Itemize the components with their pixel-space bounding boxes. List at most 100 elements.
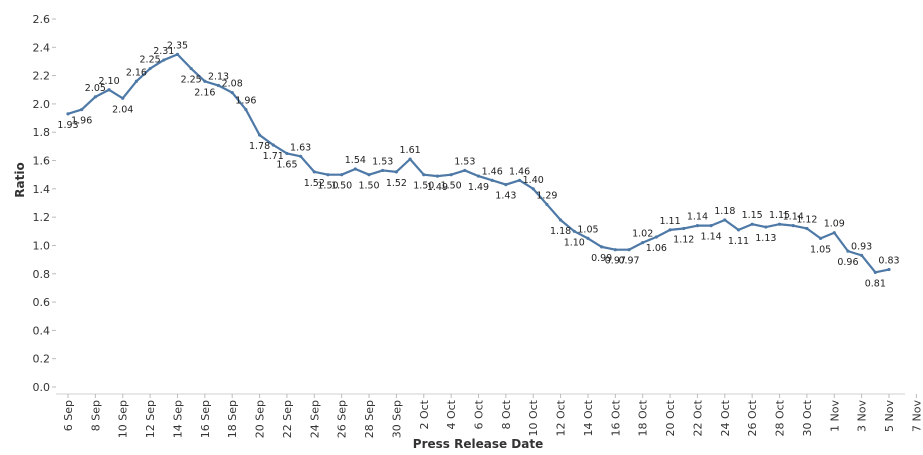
data-point <box>627 248 631 252</box>
x-tick-label: 26 Oct <box>746 399 759 436</box>
x-tick-label: 10 Oct <box>527 399 540 436</box>
data-label: 2.35 <box>167 40 188 51</box>
x-tick-label: 14 Oct <box>582 399 595 436</box>
x-tick-label: 7 Nov <box>910 400 923 432</box>
x-tick-label: 24 Oct <box>719 399 732 436</box>
data-point <box>654 235 658 239</box>
y-tick-label: 0.8 <box>33 268 51 281</box>
data-point <box>709 224 713 228</box>
data-point <box>121 96 125 100</box>
data-point <box>613 248 617 252</box>
data-point <box>490 178 494 182</box>
x-tick-label: 8 Oct <box>500 399 513 429</box>
y-tick-label: 2.2 <box>33 70 51 83</box>
data-point <box>736 228 741 232</box>
data-label: 1.18 <box>714 206 735 217</box>
data-label: 2.08 <box>222 79 243 90</box>
x-axis-title: Press Release Date <box>413 437 543 451</box>
data-point <box>586 236 590 240</box>
data-label: 1.15 <box>769 210 790 221</box>
data-label: 2.13 <box>208 72 229 83</box>
x-tick-label: 12 Oct <box>555 399 568 436</box>
x-axis: 6 Sep 8 Sep 10 Sep 12 Sep 14 Sep 16 Sep 18 Sep… <box>56 393 923 438</box>
data-label: 1.10 <box>564 237 585 248</box>
data-label: 1.46 <box>509 166 530 177</box>
y-axis-title: Ratio <box>13 162 27 197</box>
y-axis: 0.0 0.2 0.4 0.6 0.8 1.0 1.2 1.4 1.6 1.8 2.0 2.2 2.4 2… <box>33 13 56 394</box>
data-label: 2.31 <box>153 46 174 57</box>
data-label: 1.13 <box>755 233 776 244</box>
data-point <box>449 173 453 177</box>
data-point <box>832 231 836 235</box>
x-tick-label: 30 Sep <box>390 400 403 438</box>
data-label: 1.63 <box>290 142 311 153</box>
data-label: 1.93 <box>57 120 78 131</box>
data-point <box>257 133 262 137</box>
x-tick-label: 10 Sep <box>117 400 130 438</box>
data-label: 2.25 <box>181 75 202 86</box>
data-label: 1.43 <box>495 191 516 202</box>
x-tick-label: 22 Sep <box>281 400 294 438</box>
y-tick-label: 1.8 <box>33 126 51 139</box>
data-label: 1.52 <box>304 178 325 189</box>
ratio-series <box>66 52 891 274</box>
data-point <box>367 173 371 177</box>
data-point <box>66 112 70 116</box>
data-point <box>435 174 440 178</box>
data-label: 0.96 <box>837 257 858 268</box>
data-point <box>559 218 563 222</box>
data-label: 1.18 <box>550 226 571 237</box>
data-point <box>860 253 864 257</box>
data-label: 0.97 <box>605 256 626 267</box>
data-point <box>504 183 508 187</box>
data-point <box>408 157 412 161</box>
data-point <box>517 178 522 182</box>
y-tick-label: 1.0 <box>33 239 51 252</box>
data-point <box>244 107 248 112</box>
data-point <box>285 151 289 156</box>
x-tick-label: 28 Oct <box>774 399 787 436</box>
data-point <box>873 270 877 274</box>
data-label: 2.25 <box>140 55 161 66</box>
data-point <box>600 245 604 249</box>
data-label: 2.16 <box>194 87 215 98</box>
data-point <box>668 228 672 232</box>
x-tick-label: 5 Nov <box>883 400 896 432</box>
data-label: 2.04 <box>112 104 133 115</box>
y-tick-label: 0.6 <box>33 296 51 309</box>
data-label: 2.10 <box>98 76 119 87</box>
data-point <box>175 52 180 56</box>
data-label: 1.49 <box>427 182 448 193</box>
x-tick-label: 24 Sep <box>308 400 321 438</box>
data-point <box>682 226 686 231</box>
data-point <box>271 143 275 147</box>
data-point <box>805 226 809 231</box>
data-point <box>381 168 385 173</box>
data-point <box>353 167 357 171</box>
data-labels: 1.931.962.052.102.042.162.252.312.352.25… <box>57 40 899 289</box>
y-tick-label: 2.4 <box>33 41 51 54</box>
data-label: 1.11 <box>659 216 680 227</box>
x-tick-label: 8 Sep <box>89 400 102 431</box>
x-tick-label: 20 Sep <box>254 400 267 438</box>
data-label: 1.14 <box>701 232 722 243</box>
y-tick-label: 1.2 <box>33 211 51 224</box>
data-label: 1.50 <box>331 181 352 192</box>
data-point <box>545 202 549 207</box>
data-point <box>162 58 166 62</box>
data-point <box>148 66 152 71</box>
data-point <box>80 107 84 112</box>
data-point <box>846 249 850 253</box>
data-label: 1.12 <box>796 214 817 225</box>
data-point <box>764 225 768 229</box>
data-point <box>476 174 481 178</box>
data-label: 1.09 <box>824 219 845 230</box>
data-label: 1.96 <box>235 96 256 107</box>
x-tick-label: 16 Sep <box>199 400 212 438</box>
data-label: 1.54 <box>345 155 366 166</box>
data-label: 1.78 <box>249 141 270 152</box>
y-tick-label: 0.2 <box>33 353 51 366</box>
data-point <box>887 267 891 272</box>
data-label: 0.83 <box>878 256 899 267</box>
x-tick-label: 18 Oct <box>637 399 650 436</box>
